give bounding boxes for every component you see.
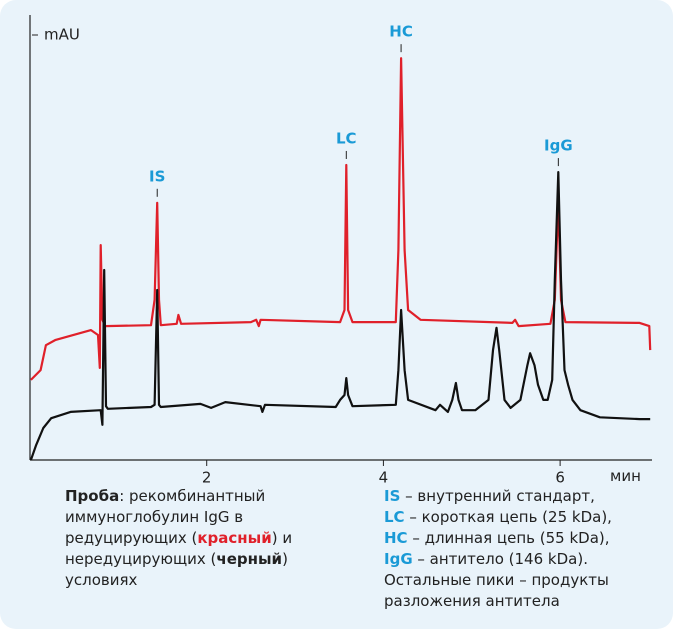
legend-item: HC – длинная цепь (55 kDa), [384,528,654,549]
x-tick-label: 4 [379,469,389,487]
legend-key: HC [384,529,408,547]
legend-note: Остальные пики – продукты разложения ант… [384,571,609,610]
legend-key: IS [384,487,401,505]
peak-label: LC [336,129,357,147]
sample-text: ) и нередуцирующих ( [65,529,293,568]
sample-note: Проба: рекомбинантный иммуноглобулин IgG… [65,486,335,591]
sample-red: красный [197,529,272,547]
legend-item: LC – короткая цепь (25 kDa), [384,507,654,528]
legend-key: LC [384,508,405,526]
peak-label: IgG [544,137,573,155]
legend-text: – длинная цепь (55 kDa), [407,529,610,547]
legend-text: – антитело (146 kDa). [412,550,588,568]
legend-key: IgG [384,550,413,568]
legend-text: – короткая цепь (25 kDa), [404,508,612,526]
sample-black: черный [216,550,283,568]
peak-label: IS [149,167,165,185]
sample-label: Проба [65,487,120,505]
legend-text: – внутренний стандарт, [400,487,595,505]
sample-text: : рекомбинантный иммуноглобулин IgG в ре… [65,487,266,547]
y-label: mAU [44,26,80,44]
legend-item: IS – внутренний стандарт, [384,486,654,507]
trace [30,57,652,381]
x-label: мин [610,467,641,485]
trace [29,171,651,461]
sample-text: ) условиях [65,550,288,589]
peak-label: HC [389,23,413,41]
legend-item: IgG – антитело (146 kDa). [384,549,654,570]
x-tick-label: 2 [202,469,212,487]
x-tick-label: 6 [555,469,565,487]
legend: IS – внутренний стандарт, LC – короткая ц… [384,486,654,612]
